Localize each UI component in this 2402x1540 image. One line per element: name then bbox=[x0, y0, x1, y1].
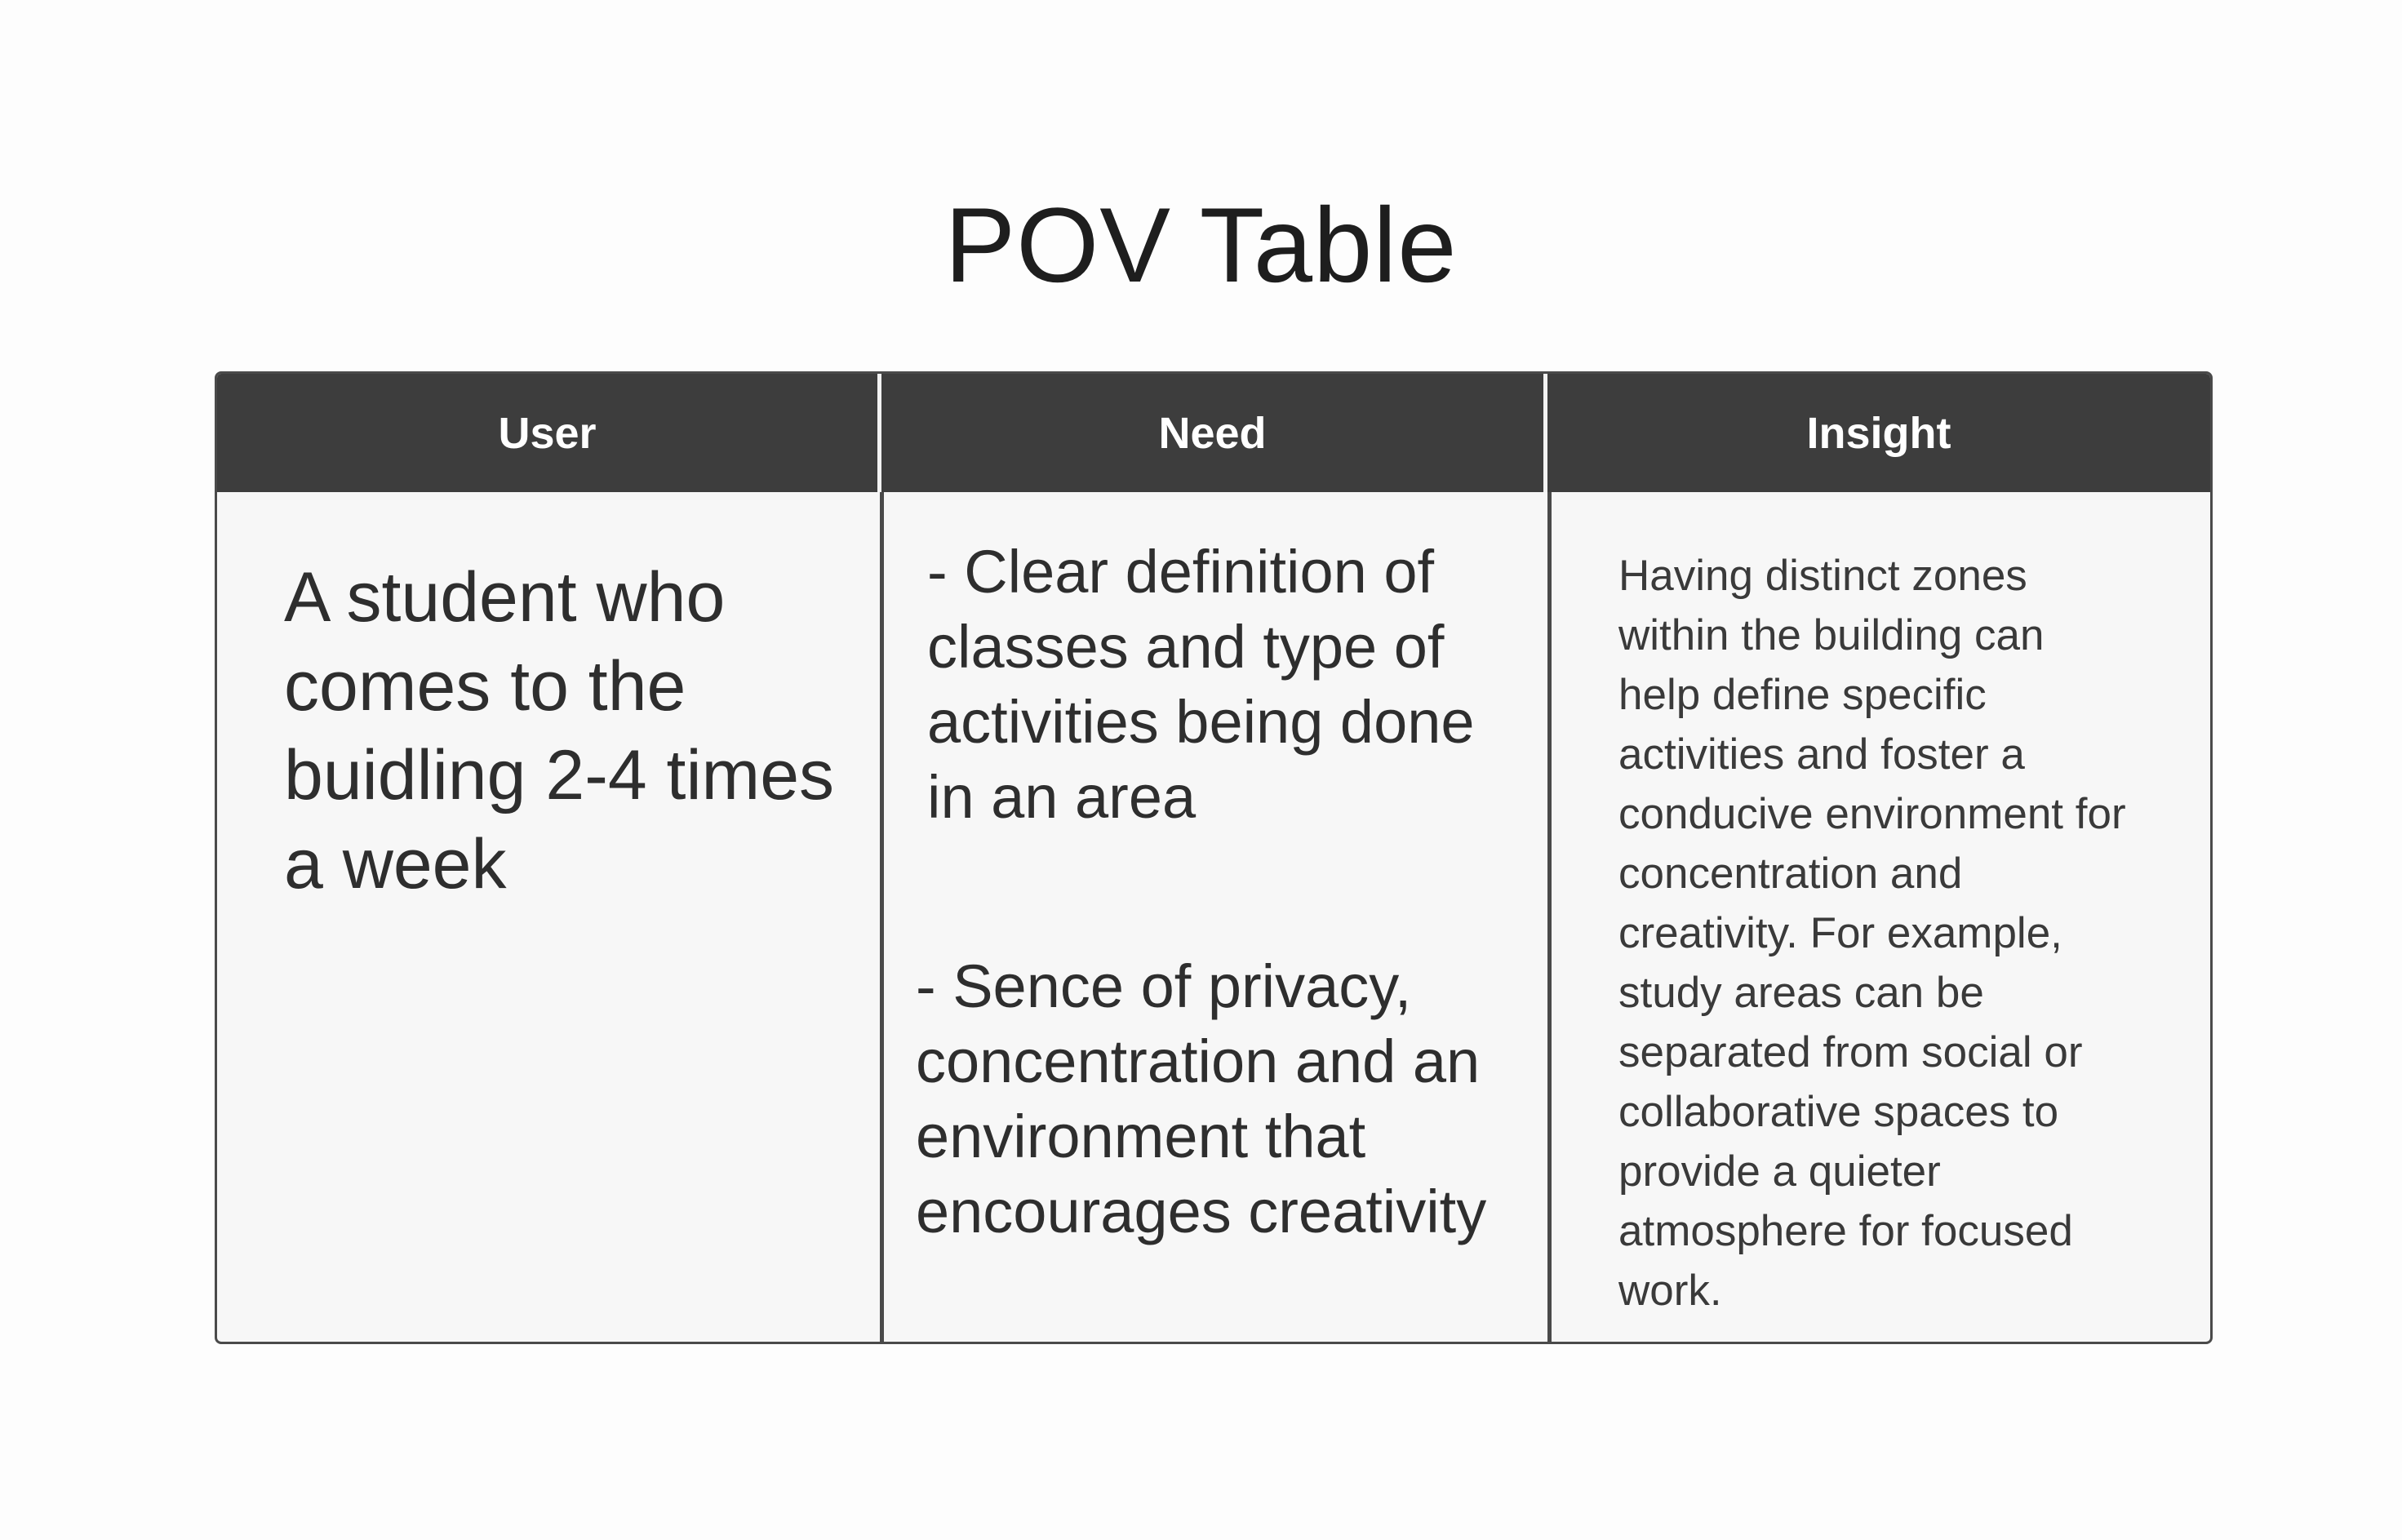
header-insight: Insight bbox=[1806, 408, 1951, 458]
table-header-row: User Need Insight bbox=[217, 374, 2210, 492]
pov-table: User Need Insight A student who comes to… bbox=[215, 371, 2213, 1344]
column-divider bbox=[1547, 492, 1552, 1342]
need-cell-item-2: - Sence of privacy, concentration and an… bbox=[916, 952, 1487, 1245]
header-need: Need bbox=[881, 374, 1547, 492]
need-cell-item-1: - Clear definition of classes and type o… bbox=[927, 538, 1475, 831]
table-row: A student who comes to the buidling 2-4 … bbox=[217, 492, 2210, 1342]
header-user: User bbox=[217, 374, 881, 492]
column-divider bbox=[880, 492, 884, 1342]
user-cell: A student who comes to the buidling 2-4 … bbox=[284, 558, 835, 903]
insight-cell: Having distinct zones within the buildin… bbox=[1618, 552, 2126, 1315]
page-title: POV Table bbox=[944, 185, 1458, 304]
